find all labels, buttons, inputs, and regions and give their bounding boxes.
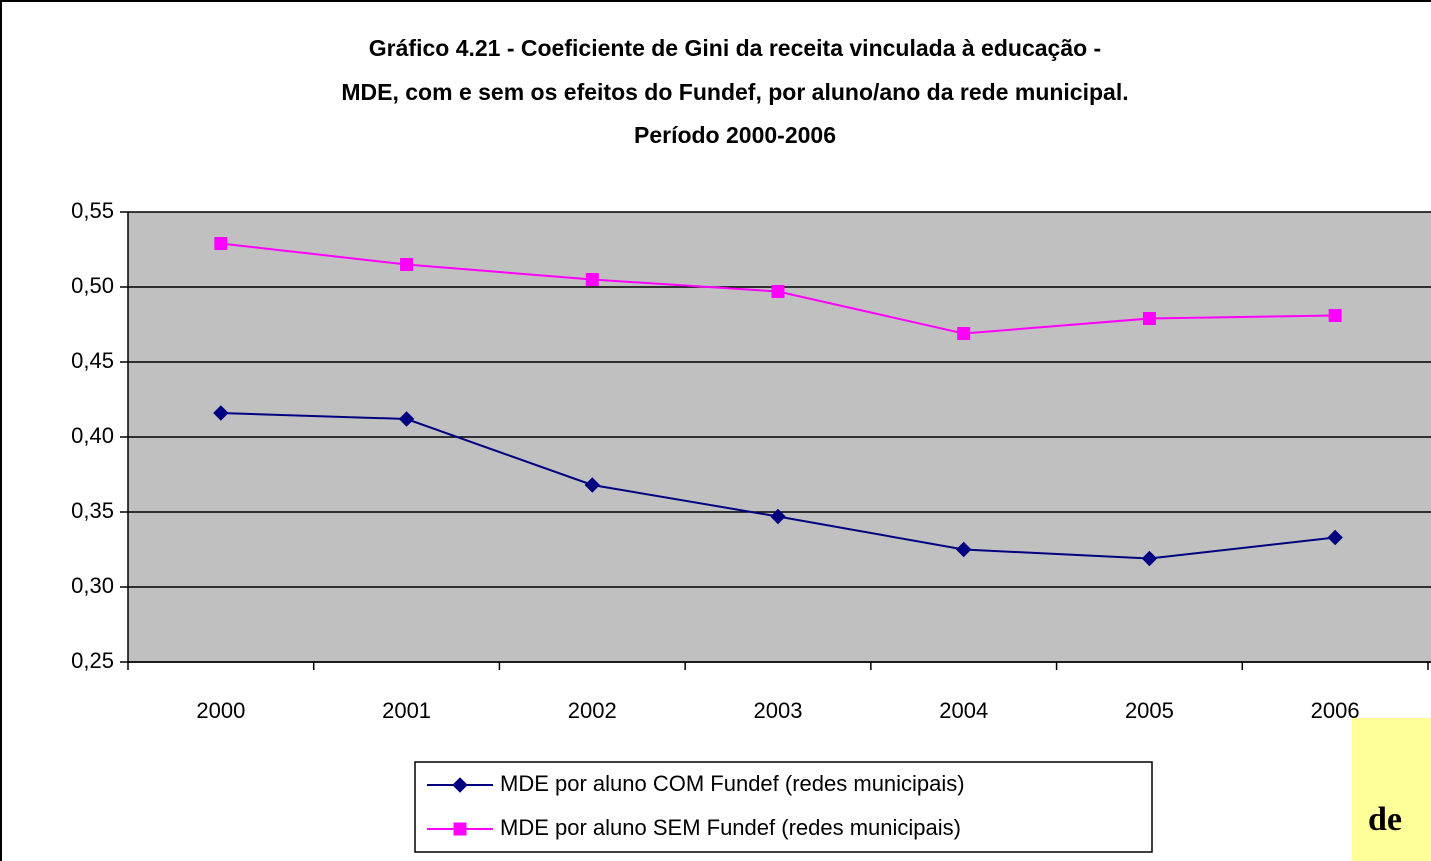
legend-marker [453, 822, 467, 836]
x-tick-label: 2002 [568, 698, 617, 723]
x-tick-label: 2006 [1311, 698, 1360, 723]
point [398, 411, 415, 427]
point [1327, 529, 1343, 546]
point [214, 237, 228, 250]
point [1142, 312, 1156, 325]
y-tick-label: 0,40 [71, 423, 114, 448]
point [956, 541, 972, 558]
y-tick-label: 0,50 [71, 273, 114, 298]
y-tick-label: 0,30 [71, 573, 114, 598]
point [584, 477, 600, 493]
y-tick-label: 0,35 [71, 498, 114, 523]
annotation: de [1368, 801, 1402, 838]
point [1141, 550, 1158, 567]
x-tick-label: 2000 [196, 698, 245, 723]
point [1328, 309, 1342, 322]
point [770, 508, 786, 525]
legend [414, 761, 1153, 853]
x-tick-label: 2003 [754, 698, 803, 723]
chart-title: Período 2000-2006 [634, 122, 836, 148]
annotation-box [1352, 718, 1431, 861]
y-tick-label: 0,45 [71, 348, 114, 373]
point [957, 327, 971, 340]
legend-label: MDE por aluno SEM Fundef (redes municipa… [500, 815, 961, 840]
point [213, 405, 229, 421]
point [771, 285, 785, 298]
y-tick-label: 0,25 [71, 648, 114, 673]
x-tick-label: 2001 [382, 698, 431, 723]
point [585, 273, 599, 286]
point [400, 258, 414, 271]
x-tick-label: 2004 [939, 698, 988, 723]
y-tick-label: 0,55 [71, 198, 114, 223]
x-tick-label: 2005 [1125, 698, 1174, 723]
chart-title: Gráfico 4.21 - Coeficiente de Gini da re… [369, 35, 1101, 61]
chart-title: MDE, com e sem os efeitos do Fundef, por… [341, 79, 1128, 105]
legend-label: MDE por aluno COM Fundef (redes municipa… [500, 771, 965, 796]
legend-marker [452, 777, 468, 793]
